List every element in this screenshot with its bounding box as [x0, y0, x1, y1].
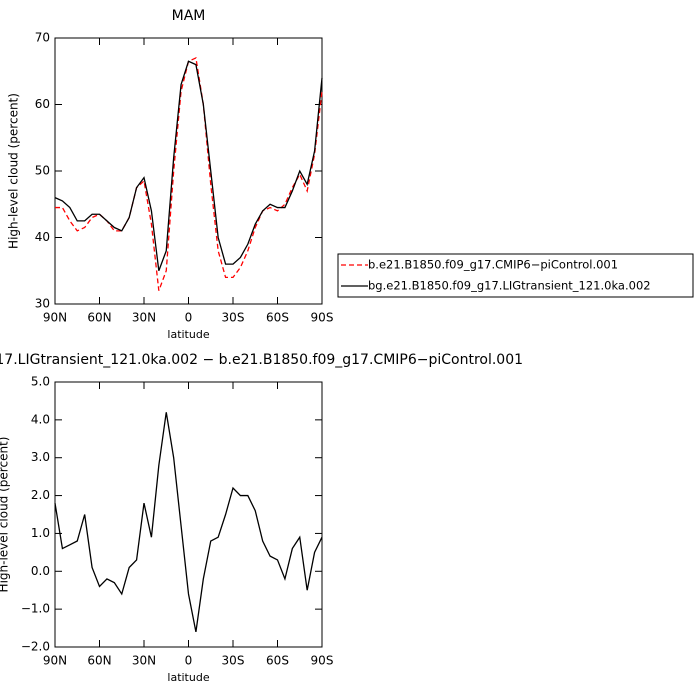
y-tick-label: 50	[35, 164, 50, 178]
x-tick-label: 90N	[43, 654, 67, 668]
x-tick-label: 30S	[222, 654, 245, 668]
y-tick-label: 30	[35, 297, 50, 311]
plot-frame	[54, 37, 323, 305]
x-tick-label: 30S	[222, 311, 245, 325]
y-tick-label: 4.0	[31, 412, 50, 426]
chart-title: bg.e21.B1850.f09_g17.LIGtransient_121.0k…	[0, 352, 523, 368]
y-tick-label: 3.0	[31, 450, 50, 464]
x-tick-label: 30N	[132, 654, 156, 668]
y-tick-label: 1.0	[31, 526, 50, 540]
y-tick-label: −2.0	[21, 640, 50, 654]
data-line	[54, 412, 323, 632]
legend-label: b.e21.B1850.f09_g17.CMIP6−piControl.001	[368, 258, 618, 272]
y-tick-label: −1.0	[21, 602, 50, 616]
x-tick-label: 90S	[311, 654, 334, 668]
legend-label: bg.e21.B1850.f09_g17.LIGtransient_121.0k…	[368, 279, 651, 293]
x-tick-label: 90N	[43, 311, 67, 325]
x-tick-label: 60N	[87, 311, 111, 325]
x-tick-label: 60S	[266, 654, 289, 668]
y-tick-label: 5.0	[31, 375, 50, 389]
y-axis-label: High-level cloud (percent)	[7, 93, 21, 249]
x-tick-label: 30N	[132, 311, 156, 325]
x-tick-label: 60N	[87, 654, 111, 668]
x-tick-label: 0	[185, 654, 193, 668]
x-tick-label: 60S	[266, 311, 289, 325]
y-tick-label: 40	[35, 230, 50, 244]
x-tick-label: 90S	[311, 311, 334, 325]
y-tick-label: 70	[35, 31, 50, 45]
plot-frame	[54, 381, 323, 648]
x-axis-label: latitude	[167, 328, 209, 341]
chart-title: MAM	[172, 8, 206, 24]
x-tick-label: 0	[185, 311, 193, 325]
legend-box	[337, 253, 694, 298]
y-tick-label: 2.0	[31, 488, 50, 502]
x-axis-label: latitude	[167, 671, 209, 684]
y-tick-label: 0.0	[31, 564, 50, 578]
y-tick-label: 60	[35, 97, 50, 111]
y-axis-label: High-level cloud (percent)	[0, 437, 11, 593]
data-line	[54, 60, 323, 271]
data-line	[55, 57, 323, 291]
